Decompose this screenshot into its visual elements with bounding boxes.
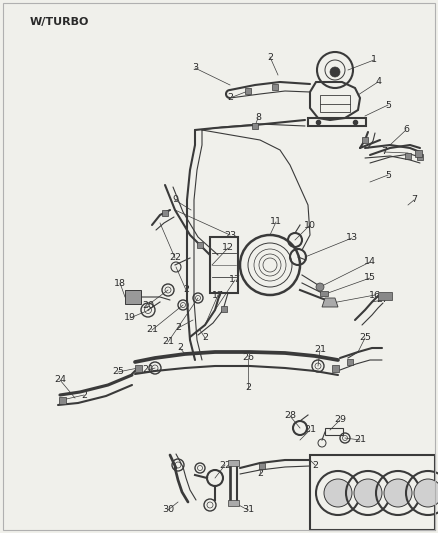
Text: 21: 21: [314, 345, 326, 354]
Text: 17: 17: [229, 276, 241, 285]
Bar: [221, 306, 227, 312]
Text: 8: 8: [255, 114, 261, 123]
Circle shape: [354, 479, 382, 507]
Circle shape: [414, 479, 438, 507]
Bar: [362, 137, 368, 143]
Text: 6: 6: [403, 125, 409, 134]
Text: 2: 2: [257, 470, 263, 479]
Text: 21: 21: [162, 337, 174, 346]
Text: 9: 9: [172, 196, 178, 205]
Text: 7: 7: [381, 148, 387, 157]
Text: 2: 2: [175, 324, 181, 333]
Bar: [347, 359, 353, 365]
Bar: [197, 242, 203, 248]
Text: 12: 12: [222, 244, 234, 253]
Text: 22: 22: [219, 461, 231, 470]
Circle shape: [324, 479, 352, 507]
Text: 21: 21: [354, 435, 366, 445]
Text: 10: 10: [304, 221, 316, 230]
Text: 16: 16: [369, 290, 381, 300]
Text: 2: 2: [267, 52, 273, 61]
Bar: [228, 460, 239, 466]
Text: 2: 2: [202, 334, 208, 343]
Bar: [228, 500, 239, 506]
Text: 27: 27: [376, 295, 388, 304]
Polygon shape: [322, 298, 338, 307]
Bar: [325, 428, 343, 435]
Text: 19: 19: [124, 313, 136, 322]
Text: 25: 25: [112, 367, 124, 376]
Text: 29: 29: [334, 416, 346, 424]
Text: 5: 5: [385, 101, 391, 109]
Text: 13: 13: [346, 233, 358, 243]
Circle shape: [316, 283, 324, 291]
Bar: [59, 397, 66, 403]
Bar: [417, 154, 423, 160]
Text: 21: 21: [146, 326, 158, 335]
Text: 3: 3: [192, 63, 198, 72]
Bar: [245, 88, 251, 94]
Text: 24: 24: [54, 376, 66, 384]
Text: 31: 31: [242, 505, 254, 514]
Text: 2: 2: [81, 391, 87, 400]
Bar: [332, 365, 339, 372]
Text: 2: 2: [177, 343, 183, 352]
Text: 15: 15: [364, 273, 376, 282]
Text: 1: 1: [371, 55, 377, 64]
Bar: [162, 210, 168, 216]
Text: 14: 14: [364, 257, 376, 266]
Circle shape: [330, 67, 340, 77]
Bar: [259, 463, 265, 469]
Text: 2: 2: [183, 286, 189, 295]
Text: 7: 7: [411, 196, 417, 205]
Text: 17: 17: [212, 290, 224, 300]
Text: 2: 2: [312, 461, 318, 470]
Text: 5: 5: [385, 171, 391, 180]
Text: 26: 26: [242, 353, 254, 362]
Bar: [252, 123, 258, 129]
Bar: [414, 149, 421, 157]
Text: 4: 4: [375, 77, 381, 86]
Bar: [320, 291, 328, 296]
Text: 30: 30: [162, 505, 174, 514]
Text: 21: 21: [304, 425, 316, 434]
Bar: [272, 84, 278, 90]
Text: 21: 21: [142, 366, 154, 375]
Text: 22: 22: [169, 254, 181, 262]
Text: 20: 20: [142, 301, 154, 310]
Bar: [405, 153, 411, 159]
Text: 23: 23: [224, 230, 236, 239]
Text: 11: 11: [270, 217, 282, 227]
Text: 2: 2: [245, 384, 251, 392]
Bar: [308, 118, 366, 126]
Text: 18: 18: [114, 279, 126, 287]
Text: 25: 25: [359, 334, 371, 343]
Text: 28: 28: [284, 411, 296, 421]
Text: W/TURBO: W/TURBO: [30, 17, 89, 27]
Text: 2: 2: [227, 93, 233, 102]
Bar: [134, 365, 141, 372]
Circle shape: [384, 479, 412, 507]
Bar: [125, 290, 141, 304]
Bar: [378, 292, 392, 300]
